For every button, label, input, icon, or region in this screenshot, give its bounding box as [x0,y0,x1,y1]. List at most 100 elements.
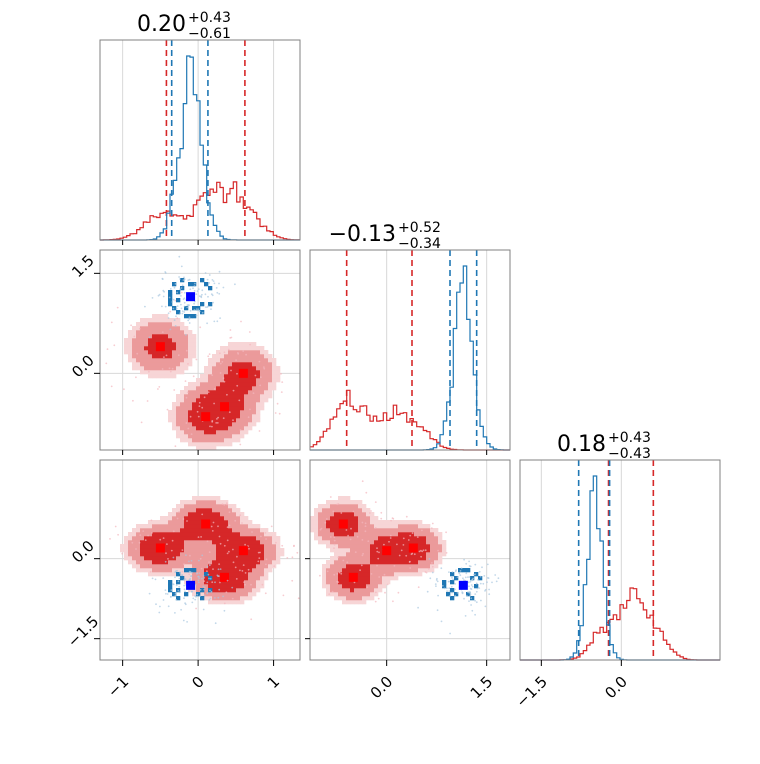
sample-point [374,600,377,603]
density-cell [410,532,415,537]
density-cell [152,314,157,319]
density-cell [338,592,343,597]
density-cell [362,588,367,593]
sample-point [195,293,198,296]
density-cell [196,406,201,411]
density-cell [168,354,173,359]
density-cell [156,370,161,375]
density-cell [454,592,459,597]
density-cell [216,394,221,399]
density-cell [212,548,217,553]
sample-point [486,581,488,584]
density-cell [216,516,221,521]
density-cell [200,584,205,589]
density-cell [180,504,185,509]
density-cell [232,520,237,525]
density-cell [232,540,237,545]
density-cell [208,358,213,363]
density-cell [322,504,327,509]
density-cell [224,600,229,605]
density-cell [180,418,185,423]
density-cell [164,572,169,577]
density-cell [366,520,371,525]
sample-point [248,547,250,550]
density-cell [232,406,237,411]
sample-point [393,564,396,567]
sample-point [469,580,472,583]
density-cell [192,548,197,553]
density-cell [164,568,169,573]
density-cell [426,564,431,569]
density-cell [128,556,133,561]
sample-point [146,400,149,402]
sample-point [202,575,205,577]
density-cell [240,584,245,589]
density-cell [256,374,261,379]
density-cell [220,592,225,597]
sample-point [469,587,472,590]
density-cell [248,584,253,589]
density-cell [350,524,355,529]
density-cell [168,516,173,521]
density-cell [208,496,213,501]
density-cell [268,540,273,545]
density-cell [248,548,253,553]
density-cell [358,536,363,541]
density-cell [232,584,237,589]
density-cell [208,406,213,411]
sample-point [333,536,336,539]
density-cell [176,410,181,415]
density-cell [220,346,225,351]
density-cell [204,426,209,431]
sample-point [467,581,470,584]
density-cell [180,326,185,331]
density-cell [168,548,173,553]
density-cell [156,326,161,331]
density-cell [188,516,193,521]
sample-point [456,592,459,594]
density-cell [188,588,193,593]
sample-point [247,568,250,571]
density-cell [212,430,217,435]
density-cell [192,414,197,419]
sample-point [364,522,367,525]
sample-point [164,560,167,563]
sample-point [259,551,261,554]
density-cell [132,564,137,569]
density-cell [240,350,245,355]
sample-point [475,601,478,604]
sample-point [188,317,191,320]
density-cell [256,556,261,561]
density-cell [390,568,395,573]
density-cell [330,544,335,549]
sample-point [167,605,170,608]
density-cell [236,394,241,399]
density-cell [152,362,157,367]
density-cell [164,524,169,529]
density-cell [224,394,229,399]
sample-point [201,293,203,296]
sample-point [259,376,262,379]
density-cell [248,532,253,537]
density-cell [362,576,367,581]
density-cell [260,536,265,541]
density-cell [204,378,209,383]
density-cell [252,540,257,545]
density-cell [184,398,189,403]
density-cell [264,568,269,573]
density-cell [366,580,371,585]
density-cell [180,438,185,443]
density-cell [268,370,273,375]
sample-point [211,530,214,532]
density-cell [366,512,371,517]
density-cell [196,552,201,557]
density-cell [144,528,149,533]
density-cell [228,398,233,403]
sample-point [469,595,471,597]
density-cell [228,540,233,545]
sample-point [425,571,428,574]
density-cell [220,350,225,355]
density-cell [220,366,225,371]
density-cell [240,532,245,537]
density-cell [228,504,233,509]
